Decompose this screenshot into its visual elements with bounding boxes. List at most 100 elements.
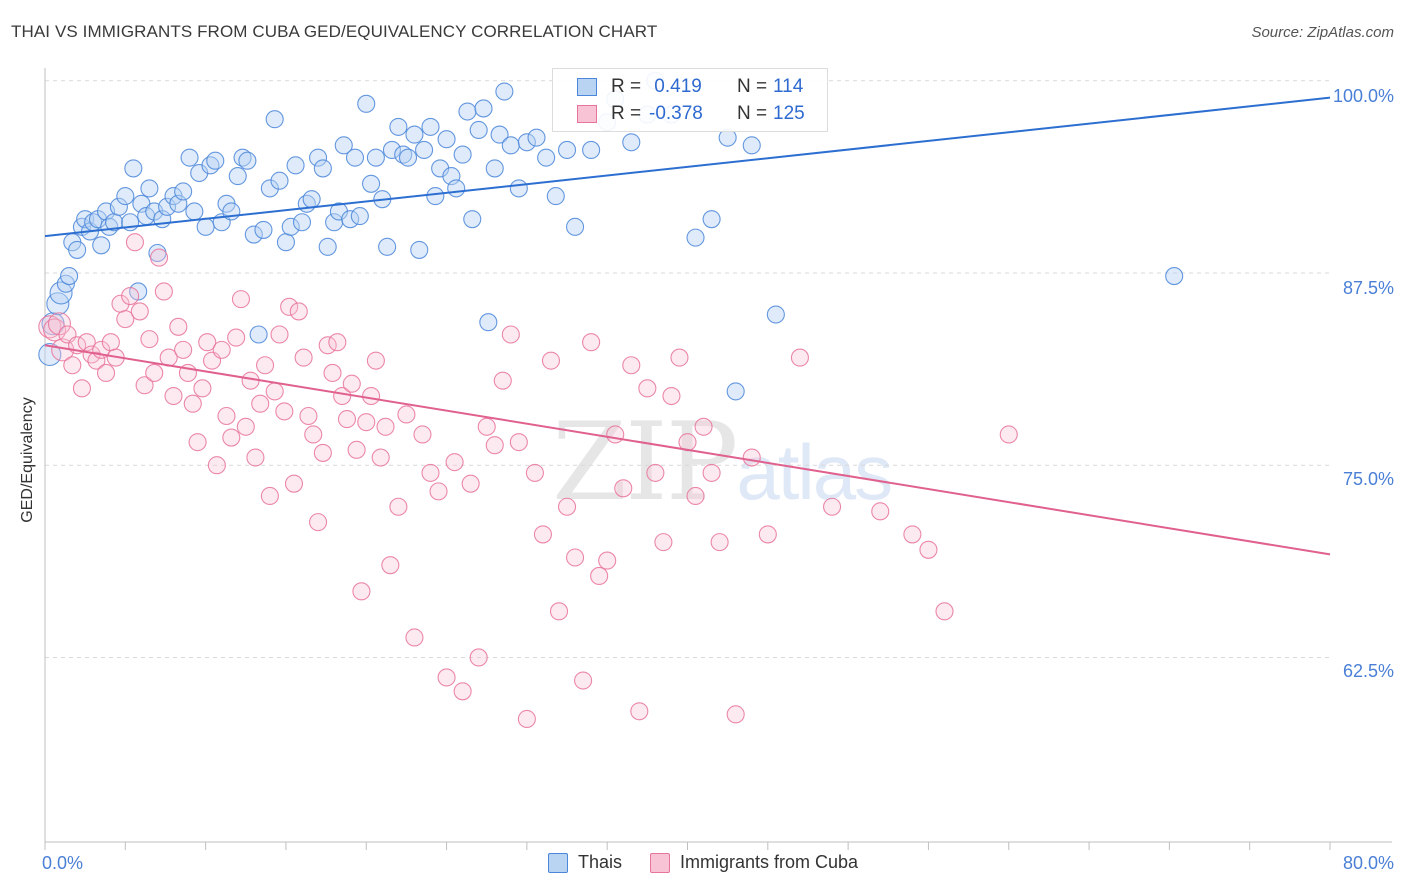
thais-point — [313, 159, 332, 178]
thais-point — [421, 117, 440, 136]
cuba-point — [183, 394, 202, 413]
cuba-point — [630, 702, 649, 721]
cuba-point — [236, 417, 255, 436]
cuba-point — [121, 287, 140, 306]
thais-point — [458, 102, 477, 121]
cuba-point — [654, 533, 673, 552]
legend-swatch-thais — [577, 78, 597, 96]
cuba-point — [130, 302, 149, 321]
thais-point — [447, 179, 466, 198]
legend-r-label: R = — [611, 76, 642, 97]
cuba-point — [270, 325, 289, 344]
cuba-point — [405, 628, 424, 647]
thais-point — [244, 225, 263, 244]
cuba-point — [212, 340, 231, 359]
thais-point — [582, 140, 601, 160]
thais-point — [469, 120, 488, 140]
thais-point — [254, 220, 273, 239]
legend-r-value: 0.419 — [649, 76, 702, 97]
thais-point — [350, 207, 369, 226]
watermark-zip: ZIP — [552, 400, 738, 525]
cuba-point — [313, 443, 332, 462]
thais-point — [453, 145, 472, 164]
watermark-atlas: atlas — [736, 428, 893, 516]
cuba-point — [445, 453, 464, 472]
x-tick-label-min: 0.0% — [42, 853, 84, 873]
thais-point — [302, 190, 321, 209]
stats-legend: R = 0.419 N = 114 R = -0.378 N = 125 — [552, 68, 828, 132]
cuba-point — [309, 513, 328, 532]
cuba-point — [337, 410, 357, 429]
cuba-point — [790, 348, 809, 367]
thais-point — [766, 305, 785, 324]
cuba-point — [566, 548, 585, 567]
cuba-point — [606, 425, 625, 444]
thais-point — [68, 240, 87, 259]
cuba-point — [256, 356, 275, 375]
thais-point — [463, 210, 482, 229]
thais-point — [38, 342, 62, 367]
cuba-point — [125, 233, 144, 252]
cuba-point — [381, 556, 400, 575]
thais-point — [180, 148, 199, 167]
y-axis-label: GED/Equivalency — [19, 397, 36, 523]
cuba-point — [541, 351, 561, 370]
cuba-point — [421, 463, 440, 482]
legend-label-thais: Thais — [577, 852, 622, 872]
thais-point — [394, 145, 413, 164]
cuba-point — [145, 363, 164, 383]
cuba-point — [493, 371, 512, 390]
cuba-point — [116, 310, 135, 329]
cuba-point — [376, 417, 395, 436]
cuba-point — [453, 682, 472, 701]
cuba-point — [198, 333, 217, 352]
legend-r-value: -0.378 — [649, 103, 703, 124]
cuba-point — [710, 533, 729, 552]
cuba-point — [357, 413, 376, 432]
thais-point — [566, 217, 585, 236]
cuba-point — [323, 363, 342, 383]
cuba-point — [207, 456, 226, 475]
cuba-point — [686, 486, 705, 506]
x-tick-label-max: 80.0% — [1342, 853, 1394, 873]
thais-point — [474, 99, 493, 118]
thais-point — [378, 237, 397, 256]
cuba-point — [294, 348, 313, 367]
thais-point — [1165, 267, 1184, 286]
cuba-point — [582, 333, 601, 352]
thais-point — [206, 151, 225, 170]
cuba-point — [342, 374, 361, 393]
legend-row-cuba: R = -0.378 N = 125 — [577, 101, 805, 127]
cuba-point — [919, 540, 938, 559]
cuba-point — [352, 582, 371, 601]
cuba-point — [174, 340, 193, 359]
cuba-point — [96, 363, 116, 383]
cuba-point — [72, 379, 91, 398]
thais-point — [345, 148, 365, 167]
thais-point — [398, 148, 418, 167]
thais-point — [318, 237, 337, 256]
cuba-point — [289, 302, 308, 321]
legend-n-value: 114 — [773, 76, 804, 97]
cuba-point — [517, 709, 536, 729]
cuba-point — [169, 317, 188, 336]
thais-point — [410, 240, 429, 259]
watermark: ZIPatlas — [552, 400, 893, 525]
cuba-point — [275, 402, 294, 421]
cuba-point — [999, 425, 1018, 444]
cuba-point — [413, 425, 432, 444]
chart-title: THAI VS IMMIGRANTS FROM CUBA GED/EQUIVAL… — [11, 22, 658, 41]
cuba-point — [149, 248, 169, 267]
cuba-point — [549, 602, 569, 621]
legend-swatch-cuba — [577, 105, 597, 123]
cuba-point — [328, 333, 347, 352]
thais-point — [517, 133, 536, 152]
cuba-point — [362, 386, 381, 406]
legend-item-cuba: Immigrants from Cuba — [649, 852, 858, 873]
cuba-point — [935, 602, 954, 621]
thais-point — [726, 382, 745, 401]
cuba-point — [43, 318, 67, 342]
cuba-point — [477, 417, 496, 436]
thais-point — [546, 187, 565, 206]
